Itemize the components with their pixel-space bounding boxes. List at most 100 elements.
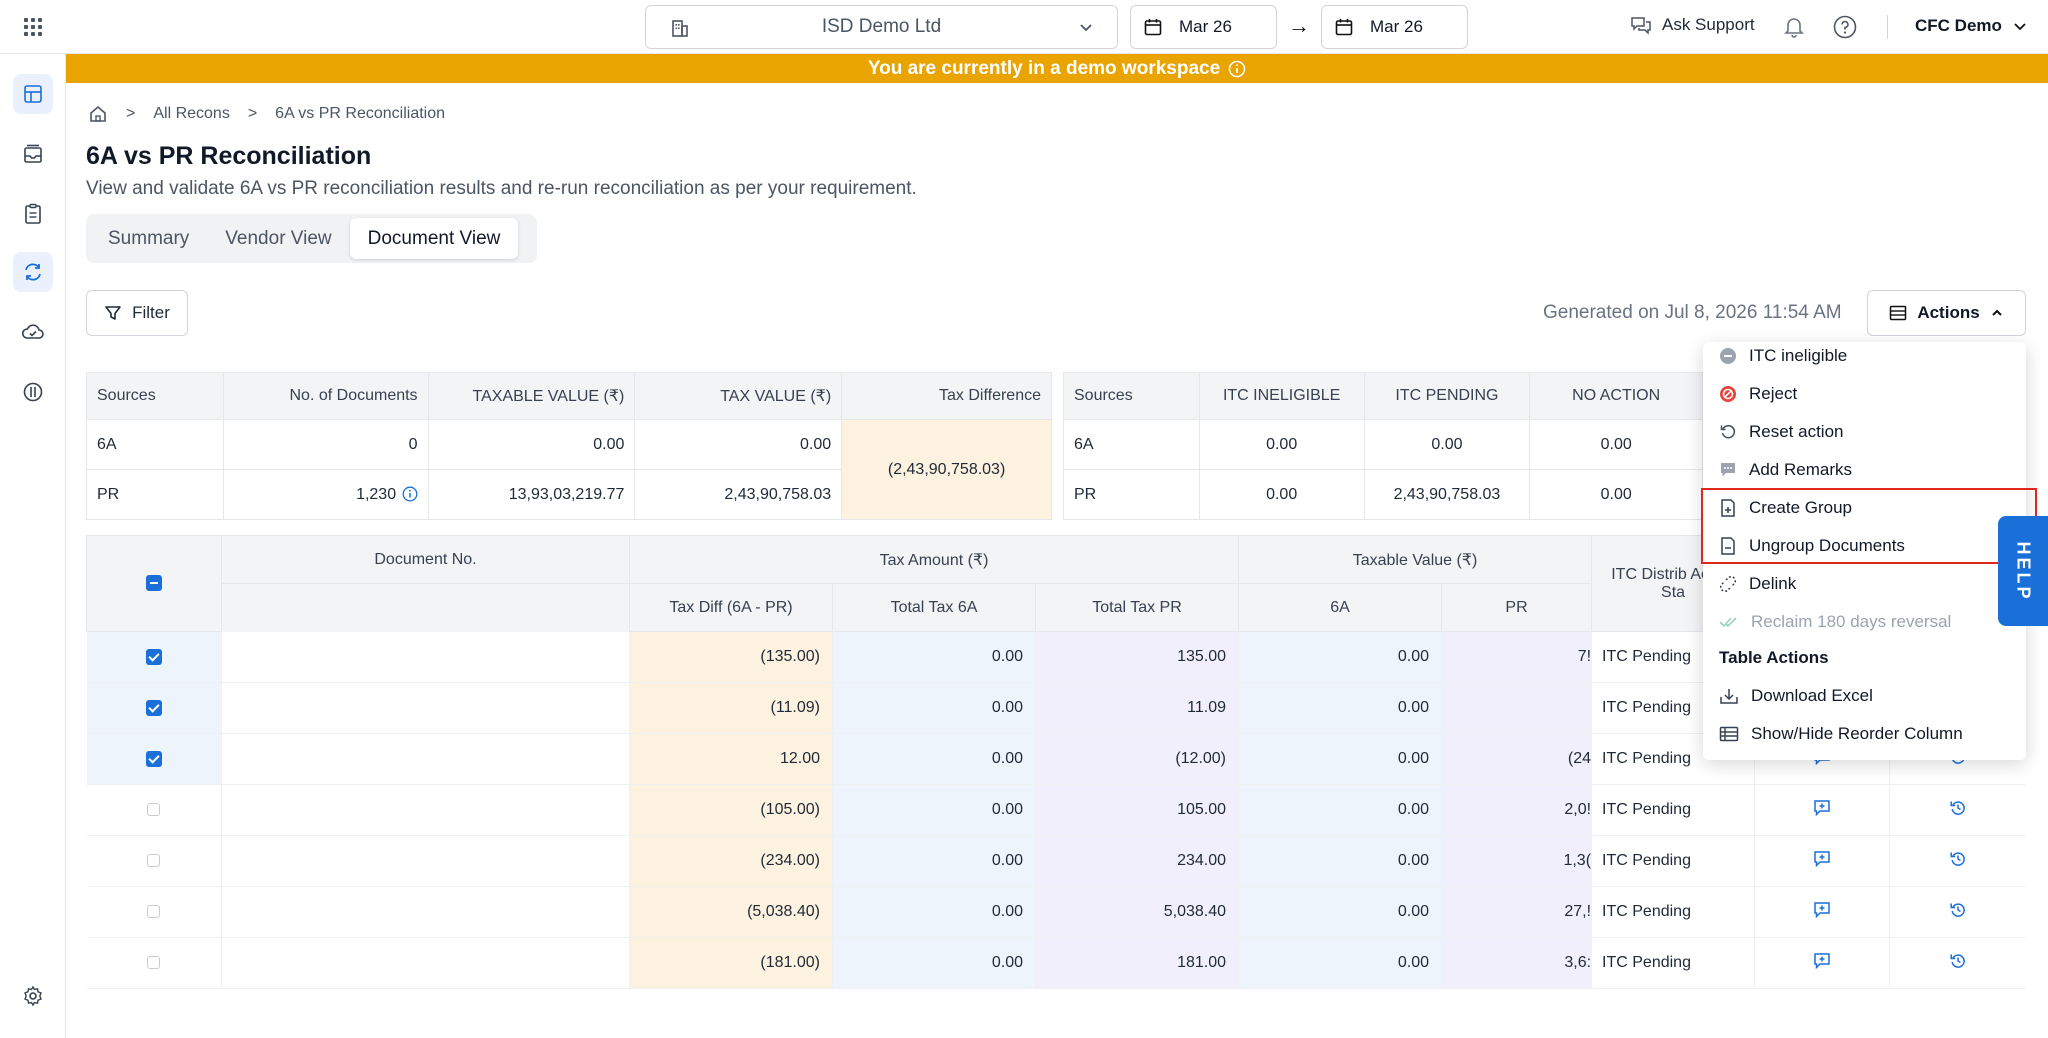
menu-item-itc-ineligible[interactable]: ITC ineligible [1719, 346, 1847, 366]
table-row[interactable]: 12.00 0.00 (12.00) 0.00 (24 ITC Pending [86, 733, 2026, 785]
add-remark-icon[interactable] [1813, 799, 1831, 821]
filter-label: Filter [132, 303, 170, 322]
header-document-no: Document No. [221, 535, 630, 584]
sidebar-item-dashboard[interactable] [13, 74, 53, 114]
remarks-cell [1754, 937, 1891, 989]
period-to-picker[interactable]: Mar 26 [1321, 5, 1468, 49]
actions-label: Actions [1917, 303, 1980, 322]
sidebar-item-reports[interactable] [13, 194, 53, 234]
help-tab-label: HELP [2013, 540, 2034, 602]
taxable-pr-cell [1441, 682, 1593, 734]
add-remark-icon[interactable] [1813, 901, 1831, 923]
history-cell [1889, 784, 2026, 836]
summary-table-right: Sources ITC INELIGIBLE ITC PENDING NO AC… [1063, 372, 1703, 520]
sidebar-item-settings[interactable] [13, 976, 53, 1016]
row-checkbox[interactable] [147, 854, 161, 868]
menu-item-download-excel[interactable]: Download Excel [1719, 686, 1873, 706]
delink-icon [1720, 576, 1736, 592]
help-tab-button[interactable]: HELP [1998, 516, 2048, 626]
remarks-cell [1754, 886, 1891, 938]
total-tax-6a-cell: 0.00 [832, 682, 1036, 734]
ask-support-button[interactable]: Ask Support [1630, 15, 1755, 35]
sidebar-item-cloud[interactable] [13, 312, 53, 352]
row-checkbox[interactable] [147, 956, 161, 970]
total-tax-6a-cell: 0.00 [832, 835, 1036, 887]
menu-item-create-group[interactable]: Create Group [1719, 498, 1852, 518]
app-grid-icon[interactable] [24, 18, 42, 36]
menu-item-show-hide-reorder[interactable]: Show/Hide Reorder Column [1719, 724, 1963, 744]
sidebar-item-itc[interactable] [13, 372, 53, 412]
filter-button[interactable]: Filter [86, 290, 188, 336]
menu-item-add-remarks[interactable]: Add Remarks [1719, 460, 1852, 480]
total-tax-pr-cell: 5,038.40 [1035, 886, 1240, 938]
document-table: Document No. Tax Amount (₹) Taxable Valu… [86, 535, 2026, 989]
row-checkbox[interactable] [145, 699, 162, 716]
breadcrumb: > All Recons > 6A vs PR Reconciliation [88, 104, 445, 124]
menu-item-delink[interactable]: Delink [1719, 574, 1796, 594]
document-table-container[interactable]: Document No. Tax Amount (₹) Taxable Valu… [86, 535, 2026, 1002]
header-total-tax-pr: Total Tax PR [1034, 583, 1240, 632]
row-checkbox[interactable] [145, 648, 162, 665]
header-total-tax-6a: Total Tax 6A [832, 583, 1036, 632]
actions-button[interactable]: Actions [1867, 290, 2026, 336]
tax-diff-cell: (181.00) [629, 937, 833, 989]
check-double-icon [1719, 617, 1737, 628]
summary-table-left: Sources No. of Documents TAXABLE VALUE (… [86, 372, 1052, 520]
menu-item-ungroup-documents[interactable]: Ungroup Documents [1719, 536, 1905, 556]
tab-vendor-view[interactable]: Vendor View [225, 227, 332, 249]
tab-summary[interactable]: Summary [108, 227, 190, 249]
table-row[interactable]: (105.00) 0.00 105.00 0.00 2,0! ITC Pending [86, 784, 2026, 836]
table-row: 6A 0 0.00 0.00 (2,43,90,758.03) [86, 419, 1052, 520]
itc-status-cell: ITC Pending [1591, 886, 1756, 938]
menu-item-reset-action[interactable]: Reset action [1719, 422, 1844, 442]
row-checkbox[interactable] [147, 905, 161, 919]
period-from-picker[interactable]: Mar 26 [1130, 5, 1277, 49]
header-taxable-pr: PR [1441, 583, 1593, 632]
menu-item-reclaim-reversal[interactable]: Reclaim 180 days reversal [1719, 612, 1951, 632]
menu-item-label: ITC ineligible [1749, 346, 1848, 365]
bell-icon[interactable] [1783, 15, 1805, 44]
table-icon [1890, 305, 1907, 321]
filter-icon [105, 306, 121, 320]
header-taxable-value: Taxable Value (₹) [1238, 535, 1593, 584]
demo-banner-text: You are currently in a demo workspace [867, 57, 1221, 79]
info-icon[interactable] [402, 486, 418, 502]
total-tax-pr-cell: 181.00 [1035, 937, 1240, 989]
table-row[interactable]: (181.00) 0.00 181.00 0.00 3,6: ITC Pending [86, 937, 2026, 989]
history-icon[interactable] [1949, 953, 1967, 974]
table-cell: PR [86, 469, 224, 520]
header-divider [1887, 15, 1888, 39]
total-tax-6a-cell: 0.00 [832, 784, 1036, 836]
total-tax-6a-cell: 0.00 [832, 631, 1036, 683]
help-question-icon[interactable] [1832, 14, 1858, 45]
total-tax-6a-cell: 0.00 [832, 733, 1036, 785]
reset-icon [1720, 424, 1736, 439]
table-row[interactable]: (5,038.40) 0.00 5,038.40 0.00 27,! ITC Pendin… [86, 886, 2026, 938]
breadcrumb-all-recons[interactable]: All Recons [153, 105, 230, 122]
history-icon[interactable] [1949, 800, 1967, 821]
period-from-value: Mar 26 [1179, 17, 1232, 36]
home-icon[interactable] [88, 104, 108, 124]
header-sources: Sources [86, 372, 224, 420]
taxable-pr-cell: 7! [1441, 631, 1593, 683]
sidebar-item-inbox[interactable] [13, 134, 53, 174]
menu-item-reject[interactable]: Reject [1719, 384, 1797, 404]
add-remark-icon[interactable] [1813, 850, 1831, 872]
info-icon[interactable] [1228, 60, 1246, 78]
tab-document-view[interactable]: Document View [349, 218, 519, 259]
page-subtitle: View and validate 6A vs PR reconciliatio… [86, 178, 917, 199]
sidebar-item-reconciliation[interactable] [13, 252, 53, 292]
row-checkbox[interactable] [147, 803, 161, 817]
row-checkbox[interactable] [145, 750, 162, 767]
table-row[interactable]: (234.00) 0.00 234.00 0.00 1,3(ITC Pending [86, 835, 2026, 887]
add-remark-icon[interactable] [1813, 952, 1831, 974]
history-icon[interactable] [1949, 851, 1967, 872]
columns-icon [1719, 726, 1739, 742]
organization-select[interactable]: ISD Demo Ltd [645, 5, 1118, 49]
history-icon[interactable] [1949, 902, 1967, 923]
select-all-checkbox[interactable] [146, 575, 162, 592]
user-menu[interactable]: CFC Demo [1915, 16, 2028, 36]
total-tax-6a-cell: 0.00 [832, 937, 1036, 989]
history-cell [1889, 937, 2026, 989]
menu-item-label: Reject [1749, 384, 1798, 403]
